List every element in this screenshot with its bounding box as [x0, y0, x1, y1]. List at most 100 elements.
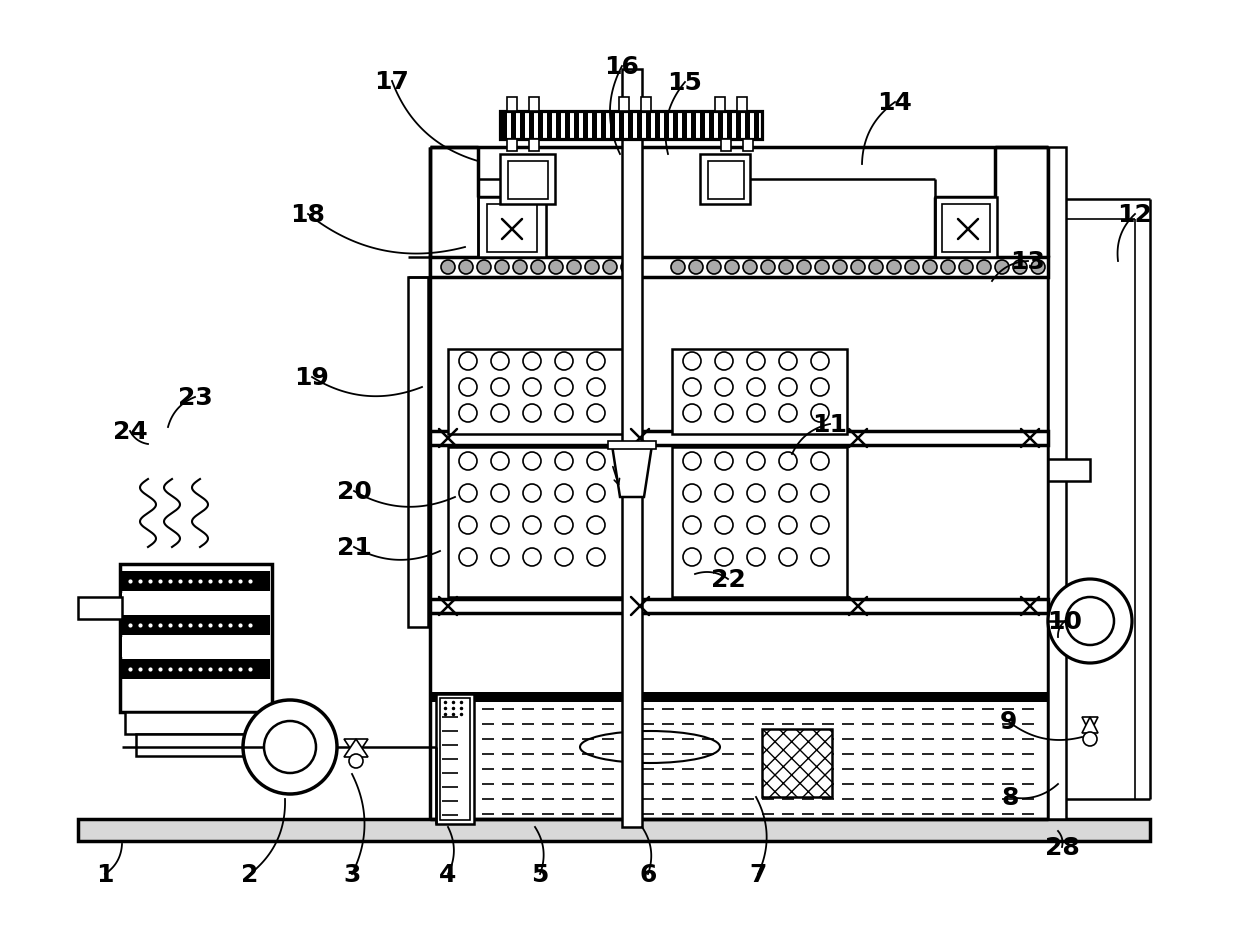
Circle shape	[491, 485, 508, 502]
Circle shape	[779, 485, 797, 502]
Circle shape	[556, 352, 573, 371]
Circle shape	[833, 260, 847, 274]
Circle shape	[556, 404, 573, 423]
Bar	[727, 113, 732, 139]
Bar	[691, 113, 696, 139]
Circle shape	[869, 260, 883, 274]
Circle shape	[603, 260, 618, 274]
Bar	[701, 155, 750, 205]
Bar	[430, 600, 1048, 614]
Bar	[641, 98, 651, 112]
Circle shape	[746, 485, 765, 502]
Bar	[538, 113, 543, 139]
Bar	[935, 197, 997, 258]
Bar	[622, 70, 642, 827]
Bar	[430, 258, 1048, 278]
Bar	[500, 112, 763, 140]
Bar	[500, 155, 556, 205]
Circle shape	[567, 260, 582, 274]
Bar	[122, 659, 270, 679]
Circle shape	[523, 404, 541, 423]
Bar	[619, 113, 624, 139]
Bar	[1048, 460, 1090, 481]
Bar	[720, 140, 732, 152]
Circle shape	[587, 549, 605, 566]
Circle shape	[715, 404, 733, 423]
Text: 14: 14	[878, 91, 913, 115]
Bar	[673, 113, 678, 139]
Circle shape	[746, 549, 765, 566]
Circle shape	[683, 549, 701, 566]
Circle shape	[477, 260, 491, 274]
Circle shape	[743, 260, 756, 274]
Circle shape	[587, 378, 605, 397]
Circle shape	[905, 260, 919, 274]
Polygon shape	[343, 739, 368, 757]
Circle shape	[1013, 260, 1027, 274]
Bar	[574, 113, 579, 139]
Bar	[507, 140, 517, 152]
Bar	[556, 113, 560, 139]
Circle shape	[941, 260, 955, 274]
Circle shape	[523, 485, 541, 502]
Bar	[78, 819, 1149, 841]
Polygon shape	[1083, 717, 1097, 733]
Circle shape	[689, 260, 703, 274]
Circle shape	[715, 485, 733, 502]
Circle shape	[587, 404, 605, 423]
Circle shape	[811, 516, 830, 535]
Bar	[122, 638, 270, 657]
Circle shape	[1083, 732, 1097, 746]
Circle shape	[779, 516, 797, 535]
Circle shape	[1030, 260, 1045, 274]
Circle shape	[811, 404, 830, 423]
Bar	[448, 349, 622, 435]
Circle shape	[761, 260, 775, 274]
Circle shape	[725, 260, 739, 274]
Circle shape	[715, 378, 733, 397]
Bar	[122, 571, 270, 591]
Bar	[430, 432, 1048, 446]
Bar	[701, 113, 706, 139]
Circle shape	[556, 516, 573, 535]
Circle shape	[779, 352, 797, 371]
Circle shape	[491, 378, 508, 397]
Circle shape	[746, 378, 765, 397]
Circle shape	[491, 452, 508, 471]
Bar	[745, 113, 750, 139]
Bar	[1048, 147, 1066, 819]
Circle shape	[851, 260, 866, 274]
Bar	[672, 349, 847, 435]
Bar	[529, 140, 539, 152]
Circle shape	[811, 352, 830, 371]
Polygon shape	[613, 446, 652, 498]
Bar	[709, 113, 714, 139]
Circle shape	[683, 404, 701, 423]
Text: 7: 7	[749, 862, 766, 886]
Bar	[430, 692, 1048, 703]
Bar	[125, 712, 267, 734]
Circle shape	[556, 378, 573, 397]
Circle shape	[621, 260, 635, 274]
Bar	[511, 113, 516, 139]
Circle shape	[779, 452, 797, 471]
Circle shape	[746, 352, 765, 371]
Bar	[583, 113, 588, 139]
Circle shape	[994, 260, 1009, 274]
Circle shape	[923, 260, 937, 274]
Circle shape	[491, 549, 508, 566]
Bar	[591, 113, 596, 139]
Text: 3: 3	[343, 862, 361, 886]
Circle shape	[587, 452, 605, 471]
Circle shape	[513, 260, 527, 274]
Bar	[547, 113, 552, 139]
Text: 24: 24	[113, 420, 148, 443]
Circle shape	[459, 452, 477, 471]
Circle shape	[715, 549, 733, 566]
Circle shape	[491, 352, 508, 371]
Circle shape	[523, 516, 541, 535]
Text: 18: 18	[290, 203, 325, 227]
Text: 1: 1	[97, 862, 114, 886]
Circle shape	[523, 378, 541, 397]
Circle shape	[683, 516, 701, 535]
